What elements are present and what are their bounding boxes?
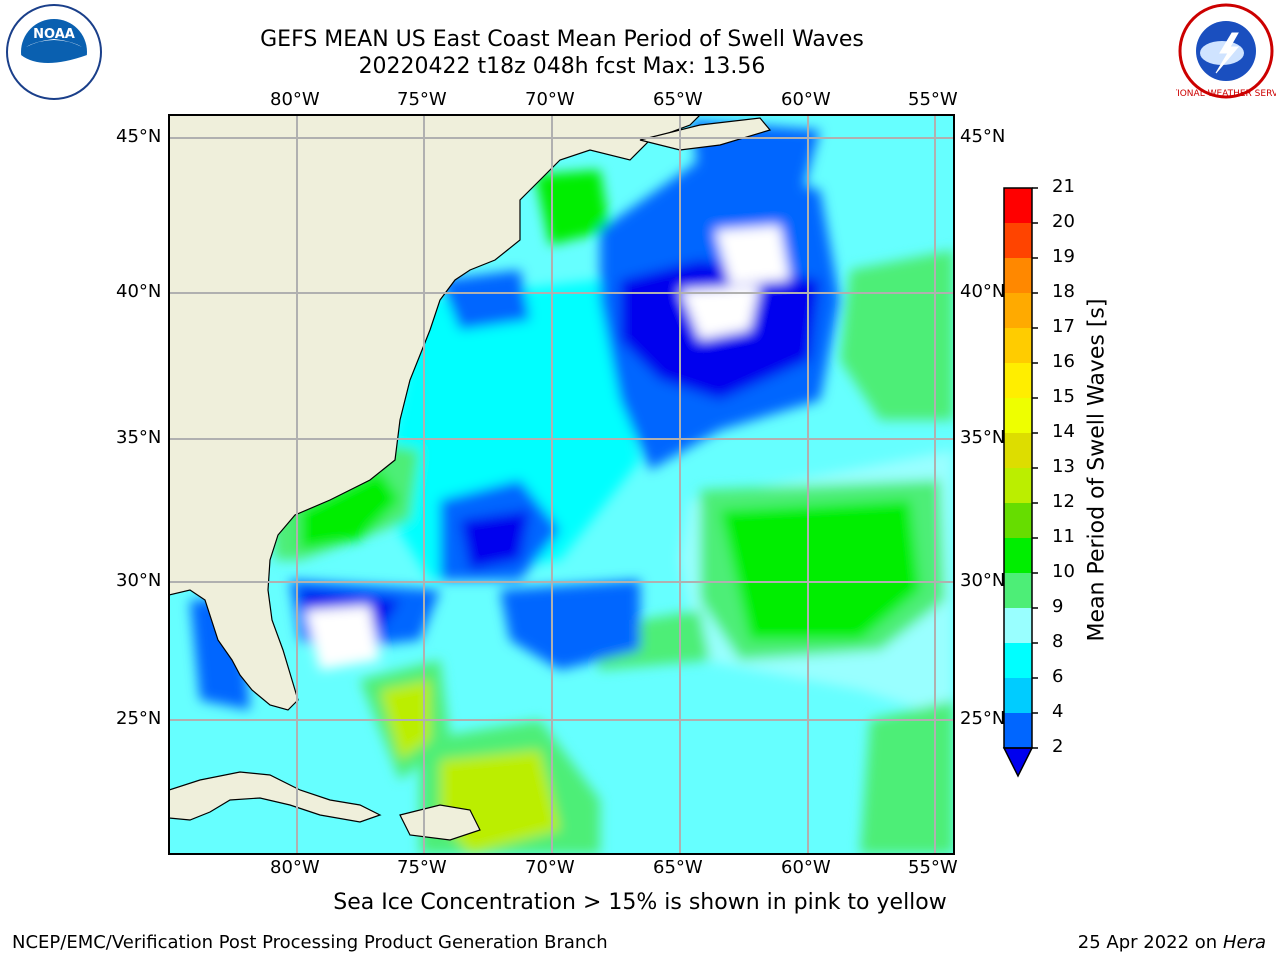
footer-branch: NCEP/EMC/Verification Post Processing Pr…	[12, 932, 608, 953]
lat-label-left: 35°N	[116, 427, 162, 448]
colorbar-segment	[1004, 678, 1032, 713]
colorbar-segment	[1004, 713, 1032, 748]
lon-label-top: 60°W	[781, 89, 831, 110]
colorbar-tick-label: 12	[1052, 491, 1075, 512]
colorbar-tick-label: 19	[1052, 246, 1075, 267]
nws-logo: NATIONAL WEATHER SERVICE	[1176, 3, 1276, 99]
colorbar-tick-label: 10	[1052, 561, 1075, 582]
colorbar-segment	[1004, 398, 1032, 433]
lat-label-right: 45°N	[960, 126, 1006, 147]
lon-label-top: 65°W	[653, 89, 703, 110]
lat-label-right: 40°N	[960, 281, 1006, 302]
lon-label-bottom: 60°W	[781, 857, 831, 878]
colorbar-title: Mean Period of Swell Waves [s]	[1084, 298, 1110, 642]
sea-ice-caption: Sea Ice Concentration > 15% is shown in …	[333, 890, 947, 915]
colorbar-segment	[1004, 223, 1032, 258]
lat-label-left: 40°N	[116, 281, 162, 302]
lon-label-bottom: 80°W	[270, 857, 320, 878]
footer-date: 25 Apr 2022 on Hera	[1078, 932, 1266, 953]
chart-subtitle: 20220422 t18z 048h fcst Max: 13.56	[358, 54, 766, 79]
colorbar-segment	[1004, 608, 1032, 643]
lat-label-left: 30°N	[116, 570, 162, 591]
colorbar-segment	[1004, 293, 1032, 328]
lon-label-bottom: 70°W	[525, 857, 575, 878]
map-frame	[168, 114, 955, 855]
cuba-land	[169, 771, 382, 823]
footer-date-text: 25 Apr 2022 on	[1077, 932, 1223, 953]
colorbar-segment	[1004, 328, 1032, 363]
lat-label-left: 25°N	[116, 708, 162, 729]
colorbar-segment	[1004, 538, 1032, 573]
lat-label-right: 30°N	[960, 570, 1006, 591]
lon-label-bottom: 55°W	[908, 857, 958, 878]
colorbar-tick-label: 11	[1052, 526, 1075, 547]
colorbar-tick-label: 6	[1052, 666, 1064, 687]
colorbar-tick-label: 8	[1052, 631, 1064, 652]
colorbar-underflow-triangle	[1002, 747, 1034, 778]
colorbar-segment	[1004, 188, 1032, 223]
colorbar-tick-label: 2	[1052, 736, 1064, 757]
colorbar-tick-label: 21	[1052, 176, 1075, 197]
lon-label-top: 70°W	[525, 89, 575, 110]
colorbar-tick-label: 4	[1052, 701, 1064, 722]
colorbar-tick-label: 17	[1052, 316, 1075, 337]
colorbar-tick-label: 16	[1052, 351, 1075, 372]
colorbar-tick-label: 9	[1052, 596, 1064, 617]
lon-label-top: 80°W	[270, 89, 320, 110]
colorbar-segment	[1004, 363, 1032, 398]
colorbar-tick-label: 20	[1052, 211, 1075, 232]
lon-label-bottom: 65°W	[653, 857, 703, 878]
colorbar-tick-label: 13	[1052, 456, 1075, 477]
colorbar-tick-label: 18	[1052, 281, 1075, 302]
map-gridlines	[169, 115, 954, 854]
footer-machine: Hera	[1222, 932, 1266, 953]
lat-label-left: 45°N	[116, 126, 162, 147]
colorbar-segment	[1004, 433, 1032, 468]
lon-label-bottom: 75°W	[397, 857, 447, 878]
chart-title: GEFS MEAN US East Coast Mean Period of S…	[260, 27, 864, 52]
lat-label-right: 35°N	[960, 427, 1006, 448]
lat-label-right: 25°N	[960, 708, 1006, 729]
colorbar-segment	[1004, 503, 1032, 538]
noaa-logo: NOAA	[6, 4, 102, 100]
colorbar-segment	[1004, 643, 1032, 678]
colorbar-segment	[1004, 573, 1032, 608]
colorbar-segment	[1004, 468, 1032, 503]
logo-text-left: NOAA	[33, 27, 75, 42]
colorbar-segment	[1004, 258, 1032, 293]
colorbar-tick-label: 15	[1052, 386, 1075, 407]
north-america-land	[169, 115, 701, 711]
colorbar-tick-label: 14	[1052, 421, 1075, 442]
lon-label-top: 55°W	[908, 89, 958, 110]
lon-label-top: 75°W	[397, 89, 447, 110]
colorbar	[1002, 187, 1038, 778]
logo-text-right: NATIONAL WEATHER SERVICE	[1176, 89, 1276, 99]
hispaniola-land	[399, 804, 481, 841]
